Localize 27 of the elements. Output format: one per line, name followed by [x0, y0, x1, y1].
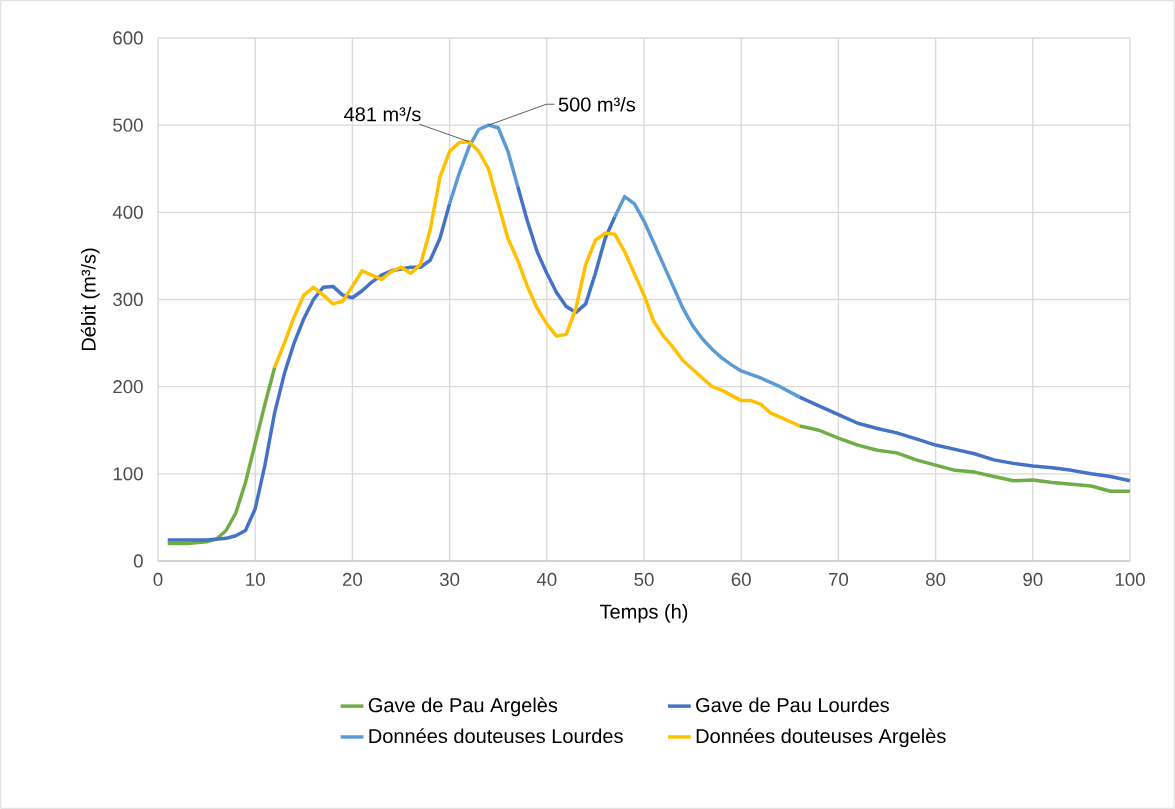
y-tick-label: 0 — [133, 554, 143, 568]
legend-label: Gave de Pau Lourdes — [696, 697, 889, 713]
y-axis-title: Débit (m³/s) — [80, 248, 100, 351]
x-tick-label: 0 — [153, 572, 163, 587]
x-tick-label: 40 — [536, 572, 557, 587]
y-tick-label: 600 — [113, 31, 143, 45]
legend-label: Données douteuses Argelès — [696, 728, 946, 748]
legend-label: Gave de Pau Argelès — [368, 697, 558, 717]
x-tick-label: 30 — [439, 572, 460, 587]
y-tick-label: 300 — [113, 292, 143, 307]
x-tick-label: 100 — [1115, 572, 1145, 587]
y-tick-label: 400 — [112, 205, 143, 219]
x-axis-title: Temps (h) — [599, 604, 688, 623]
x-tick-label: 90 — [1023, 572, 1043, 587]
x-tick-label: 20 — [342, 572, 363, 587]
x-tick-label: 70 — [828, 572, 849, 587]
y-tick-label: 500 — [113, 118, 143, 132]
y-tick-label: 200 — [113, 380, 143, 394]
legend-label: Données douteuses Lourdes — [369, 728, 623, 744]
x-tick-label: 80 — [926, 572, 946, 587]
y-tick-label: 100 — [113, 467, 143, 481]
annotation: 500 m³/s — [558, 96, 636, 112]
annotation: 481 m³/s — [344, 106, 421, 122]
x-tick-label: 50 — [634, 572, 654, 587]
line-series — [272, 139, 802, 428]
x-tick-label: 60 — [731, 572, 751, 587]
x-tick-label: 10 — [246, 572, 265, 587]
